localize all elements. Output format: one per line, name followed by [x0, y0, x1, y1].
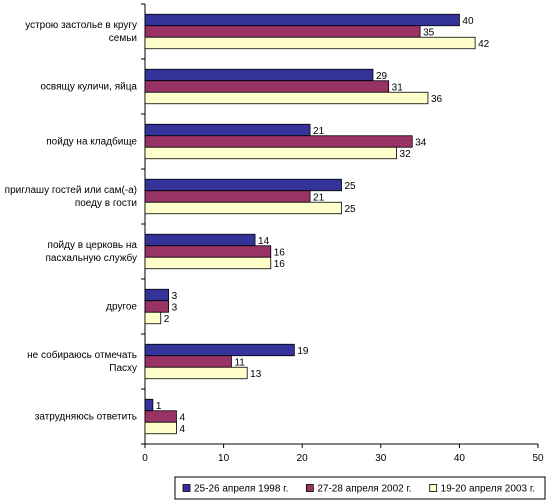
bar [144, 343, 295, 357]
bar [144, 178, 342, 192]
legend: 25-26 апреля 1998 г. 27-28 апреля 2002 г.… [174, 476, 546, 500]
bar [144, 25, 421, 38]
bar [144, 68, 374, 82]
legend-swatch [429, 484, 438, 492]
bar [144, 421, 177, 435]
value-label: 31 [392, 82, 404, 93]
value-label: 36 [431, 94, 443, 105]
value-labels: 4035422931362134322521251416163321911131… [156, 16, 490, 435]
value-label: 16 [274, 247, 286, 258]
bar [144, 201, 342, 215]
value-label: 21 [313, 192, 325, 203]
category-label-line: освящу куличи, яйца [40, 82, 137, 93]
category-label: пойду на кладбище [46, 136, 137, 148]
value-label: 21 [313, 126, 325, 137]
category-label-line: поеду в гости [75, 198, 137, 209]
bar [144, 256, 272, 270]
legend-swatch [305, 484, 314, 492]
value-label: 35 [423, 27, 435, 38]
category-label: другое [106, 302, 137, 313]
x-tick-label: 20 [297, 453, 309, 464]
category-label: освящу куличи, яйца [40, 82, 137, 93]
category-label: приглашу гостей или сам(-а) поеду в гости [5, 185, 137, 209]
category-label-line: затрудняюсь ответить [35, 412, 137, 423]
category-label-line: не собираюсь отмечать [27, 349, 137, 361]
category-label-line: пасхальную службу [45, 252, 137, 264]
value-label: 34 [415, 137, 427, 148]
legend-label: 27-28 апреля 2002 г. [317, 484, 411, 495]
category-label-line: другое [106, 302, 137, 313]
bar [144, 190, 311, 203]
category-label-line: Пасху [109, 363, 137, 374]
value-label: 11 [234, 357, 245, 368]
category-label-line: семьи [109, 33, 137, 44]
value-label: 25 [345, 204, 357, 215]
bar [144, 366, 248, 380]
value-label: 25 [345, 181, 357, 192]
bar [144, 13, 460, 27]
bar [144, 398, 154, 412]
category-labels: устрою застолье в кругу семьи освящу кулич… [5, 20, 138, 423]
value-label: 4 [179, 412, 185, 423]
bar [144, 245, 272, 258]
value-label: 16 [274, 259, 286, 270]
x-tick-label: 10 [218, 453, 230, 464]
x-axis: 0 10 20 30 40 50 [142, 444, 544, 464]
bar [144, 135, 413, 148]
bar [144, 80, 390, 93]
value-label: 19 [297, 346, 309, 357]
x-tick-label: 30 [375, 453, 387, 464]
bar [144, 300, 169, 313]
value-label: 40 [462, 16, 474, 27]
bar [144, 311, 162, 325]
value-label: 3 [172, 302, 178, 313]
legend-box [174, 476, 546, 500]
value-label: 13 [250, 369, 262, 380]
x-tick-label: 0 [142, 453, 148, 464]
bar [144, 36, 476, 50]
value-label: 2 [164, 314, 170, 325]
category-label: затрудняюсь ответить [35, 412, 137, 423]
category-label-line: приглашу гостей или сам(-а) [5, 185, 137, 196]
category-label-line: устрою застолье в кругу [25, 20, 137, 31]
bar [144, 355, 232, 368]
category-label-line: пойду в церковь на [48, 240, 138, 251]
value-label: 42 [478, 39, 490, 50]
bars [144, 13, 476, 435]
bar [144, 410, 177, 423]
category-label: пойду в церковь на пасхальную службу [45, 240, 137, 264]
legend-label: 25-26 апреля 1998 г. [194, 484, 288, 495]
value-label: 14 [258, 236, 270, 247]
category-label: не собираюсь отмечать Пасху [27, 349, 137, 374]
x-tick-label: 40 [454, 453, 466, 464]
bar [144, 123, 311, 137]
value-label: 4 [179, 424, 185, 435]
legend-swatch [182, 484, 191, 492]
value-label: 1 [156, 401, 162, 412]
value-label: 29 [376, 71, 388, 82]
x-tick-label: 50 [532, 453, 544, 464]
legend-label: 19-20 апреля 2003 г. [441, 484, 535, 495]
value-label: 32 [400, 149, 412, 160]
category-label: устрою застолье в кругу семьи [25, 20, 137, 44]
bar [144, 146, 397, 160]
value-label: 3 [172, 291, 178, 302]
bar [144, 233, 256, 247]
category-label-line: пойду на кладбище [46, 136, 137, 148]
bar [144, 288, 169, 302]
bar [144, 91, 429, 105]
